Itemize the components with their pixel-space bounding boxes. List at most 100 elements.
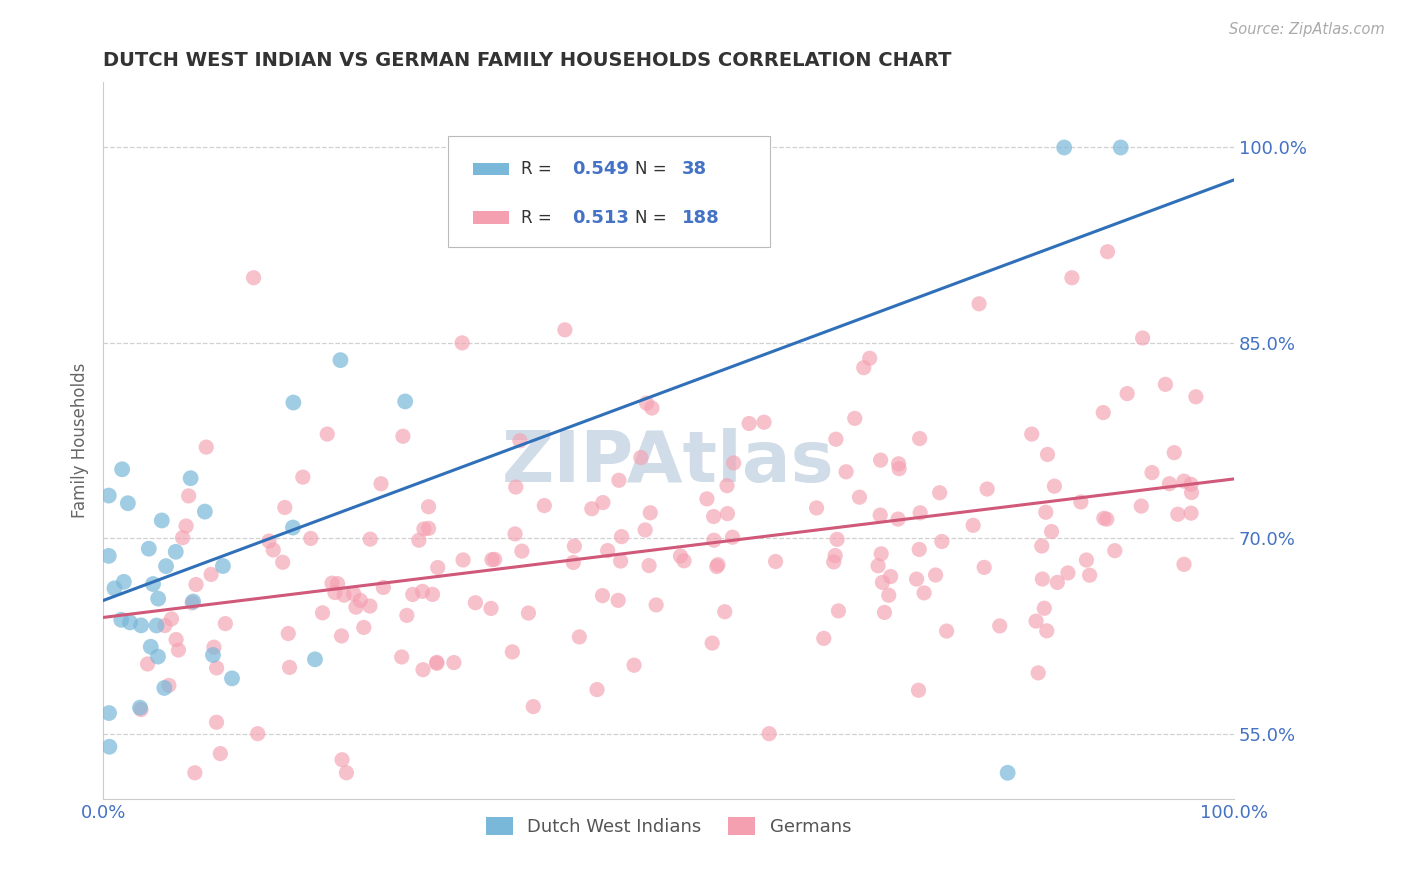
- Point: [129, 618, 152, 632]
- Point: [408, 533, 430, 548]
- Point: [181, 596, 204, 610]
- Point: [481, 552, 503, 566]
- Point: [349, 593, 371, 607]
- Point: [110, 613, 132, 627]
- Point: [1167, 508, 1189, 522]
- Point: [592, 495, 614, 509]
- Point: [1173, 558, 1195, 572]
- Point: [522, 699, 544, 714]
- Point: [333, 588, 356, 602]
- Point: [142, 577, 165, 591]
- Point: [145, 618, 167, 632]
- Point: [1076, 553, 1098, 567]
- Point: [117, 496, 139, 510]
- Point: [702, 636, 724, 650]
- Point: [806, 500, 828, 515]
- Point: [316, 427, 339, 442]
- Point: [636, 396, 658, 410]
- Point: [299, 532, 322, 546]
- Point: [1095, 512, 1118, 526]
- Point: [418, 500, 440, 514]
- Point: [146, 591, 169, 606]
- Point: [426, 656, 449, 670]
- Point: [157, 678, 180, 692]
- FancyBboxPatch shape: [472, 162, 509, 176]
- Point: [505, 480, 527, 494]
- Point: [872, 575, 894, 590]
- Point: [180, 471, 202, 485]
- Text: N =: N =: [634, 209, 672, 227]
- Point: [484, 552, 506, 566]
- Point: [827, 604, 849, 618]
- Point: [172, 531, 194, 545]
- Point: [202, 640, 225, 655]
- Point: [1033, 601, 1056, 615]
- Point: [246, 727, 269, 741]
- Text: ZIPAtlas: ZIPAtlas: [502, 427, 835, 497]
- Point: [221, 672, 243, 686]
- Point: [586, 682, 609, 697]
- Point: [1025, 614, 1047, 628]
- Point: [1092, 511, 1115, 525]
- Point: [426, 657, 449, 671]
- Point: [931, 534, 953, 549]
- Point: [721, 530, 744, 544]
- Point: [706, 559, 728, 574]
- Point: [1132, 331, 1154, 345]
- Point: [1092, 406, 1115, 420]
- Point: [765, 555, 787, 569]
- Point: [402, 587, 425, 601]
- Point: [111, 462, 134, 476]
- Point: [329, 353, 352, 368]
- Point: [177, 489, 200, 503]
- Point: [1031, 539, 1053, 553]
- Point: [311, 606, 333, 620]
- Point: [592, 589, 614, 603]
- Point: [1031, 572, 1053, 586]
- Point: [1130, 499, 1153, 513]
- Text: 0.513: 0.513: [572, 209, 630, 227]
- Point: [623, 658, 645, 673]
- Point: [209, 747, 232, 761]
- Point: [825, 533, 848, 547]
- Point: [1026, 665, 1049, 680]
- Point: [155, 559, 177, 574]
- Point: [167, 643, 190, 657]
- Point: [1104, 543, 1126, 558]
- Point: [610, 530, 633, 544]
- Point: [503, 527, 526, 541]
- Point: [908, 506, 931, 520]
- Point: [887, 457, 910, 471]
- Point: [1057, 566, 1080, 580]
- Point: [412, 522, 434, 536]
- Point: [554, 323, 576, 337]
- Point: [908, 432, 931, 446]
- Point: [517, 606, 540, 620]
- Point: [184, 577, 207, 591]
- Point: [129, 702, 152, 716]
- Point: [392, 429, 415, 443]
- Point: [1185, 390, 1208, 404]
- Point: [873, 606, 896, 620]
- Point: [1046, 575, 1069, 590]
- Legend: Dutch West Indians, Germans: Dutch West Indians, Germans: [478, 810, 859, 844]
- Point: [344, 600, 367, 615]
- Point: [641, 401, 664, 415]
- Point: [257, 534, 280, 549]
- Point: [394, 394, 416, 409]
- Point: [330, 629, 353, 643]
- Point: [200, 567, 222, 582]
- Point: [638, 506, 661, 520]
- Point: [139, 640, 162, 654]
- Point: [112, 574, 135, 589]
- Point: [824, 549, 846, 563]
- Point: [464, 596, 486, 610]
- Point: [129, 700, 152, 714]
- Point: [323, 585, 346, 599]
- Point: [411, 584, 433, 599]
- Point: [844, 411, 866, 425]
- Point: [1035, 624, 1057, 638]
- Point: [634, 523, 657, 537]
- Point: [422, 587, 444, 601]
- Point: [426, 560, 449, 574]
